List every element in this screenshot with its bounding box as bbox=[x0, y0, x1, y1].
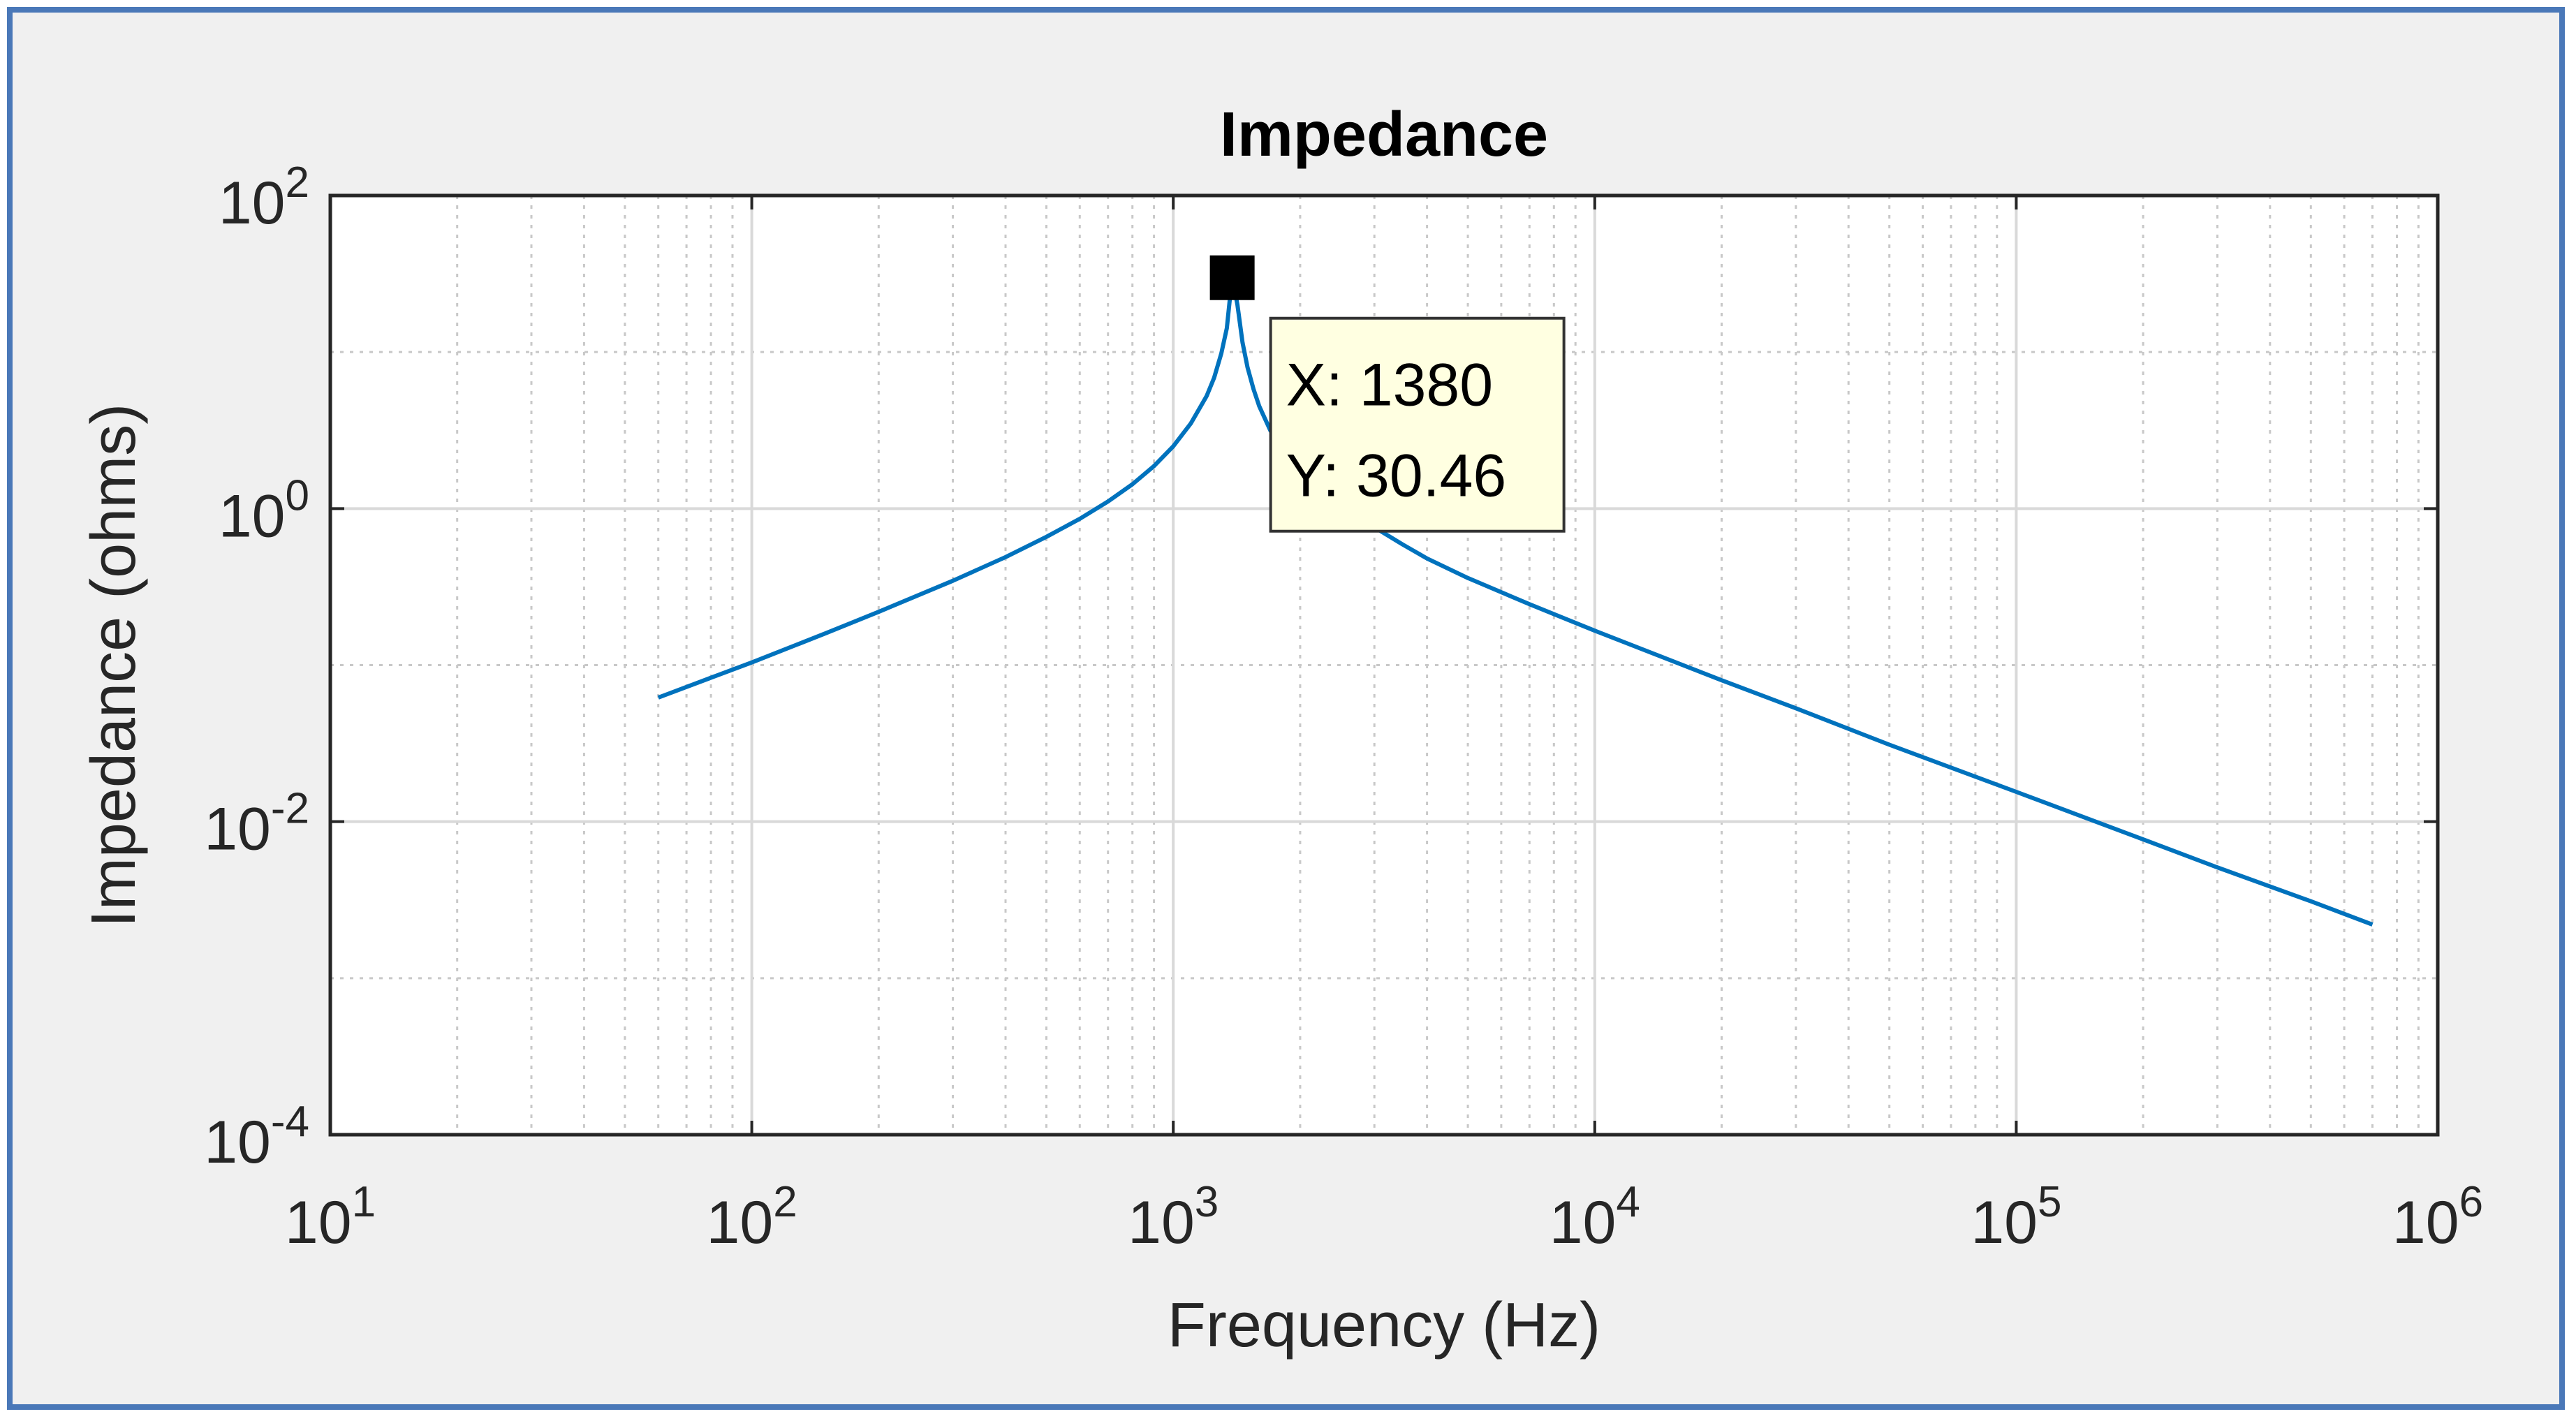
datatip-box bbox=[1269, 316, 1566, 533]
impedance-series-line bbox=[657, 274, 2373, 927]
chart-title: Impedance bbox=[1220, 100, 1548, 170]
x-tick-label: 101 bbox=[285, 1178, 376, 1256]
y-tick-label: 100 bbox=[219, 471, 309, 550]
y-tick-exponent: 2 bbox=[286, 159, 309, 207]
x-tick-base: 10 bbox=[1128, 1189, 1195, 1256]
x-tick-exponent: 1 bbox=[352, 1178, 376, 1226]
x-tick-base: 10 bbox=[1971, 1189, 2038, 1256]
x-tick-label: 102 bbox=[707, 1178, 797, 1256]
axes bbox=[328, 193, 2440, 1137]
y-axis-label: Impedance (ohms) bbox=[79, 404, 149, 927]
datatip-marker[interactable] bbox=[1209, 255, 1255, 300]
x-tick-base: 10 bbox=[2392, 1189, 2459, 1256]
x-tick-label: 104 bbox=[1550, 1178, 1640, 1256]
x-tick-exponent: 5 bbox=[2038, 1178, 2061, 1226]
plot-box bbox=[328, 193, 2440, 1137]
y-tick-base: 10 bbox=[204, 796, 271, 863]
x-axis-label: Frequency (Hz) bbox=[1168, 1290, 1600, 1360]
figure-window: 101 102 103 104 105 106 10-4 10-2 100 102 Impedan… bbox=[7, 7, 2565, 1410]
y-tick-label: 10-2 bbox=[204, 785, 309, 863]
y-tick-base: 10 bbox=[219, 483, 286, 550]
y-tick-label: 102 bbox=[219, 159, 309, 237]
y-tick-base: 10 bbox=[219, 170, 286, 237]
x-tick-exponent: 3 bbox=[1195, 1178, 1219, 1226]
x-tick-label: 103 bbox=[1128, 1178, 1219, 1256]
datatip-y-value: Y: 30.46 bbox=[1286, 443, 1507, 510]
x-tick-base: 10 bbox=[1550, 1189, 1617, 1256]
y-tick-label: 10-4 bbox=[204, 1098, 309, 1176]
y-tick-base: 10 bbox=[204, 1109, 271, 1176]
y-tick-exponent: 0 bbox=[286, 471, 309, 520]
y-tick-exponent: -4 bbox=[271, 1098, 309, 1146]
x-tick-base: 10 bbox=[285, 1189, 352, 1256]
data-series bbox=[657, 274, 2373, 927]
x-tick-exponent: 4 bbox=[1616, 1178, 1640, 1226]
y-tick-exponent: -2 bbox=[271, 785, 309, 833]
grid-lines bbox=[329, 194, 2439, 1136]
datatip[interactable]: X: 1380 Y: 30.46 bbox=[1209, 255, 1566, 533]
x-tick-exponent: 2 bbox=[773, 1178, 797, 1226]
datatip-x-value: X: 1380 bbox=[1286, 352, 1493, 419]
x-tick-base: 10 bbox=[707, 1189, 774, 1256]
x-tick-label: 105 bbox=[1971, 1178, 2061, 1256]
x-tick-exponent: 6 bbox=[2459, 1178, 2483, 1226]
x-tick-label: 106 bbox=[2392, 1178, 2483, 1256]
